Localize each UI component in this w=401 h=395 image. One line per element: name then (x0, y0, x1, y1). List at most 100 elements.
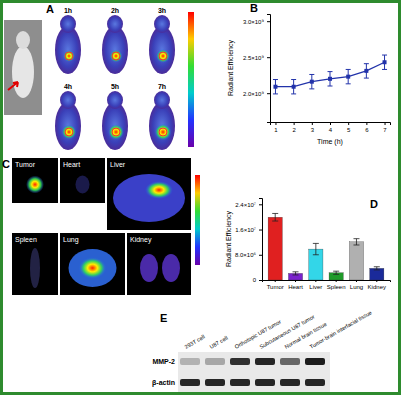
mouse-image: 3h (139, 4, 185, 78)
error-bar (293, 272, 299, 275)
organ-image: Kidney (127, 233, 191, 295)
panel-e: 293T cellU87 cellOrthotopic U87 tumorSub… (152, 309, 373, 392)
band (180, 379, 200, 386)
tick-label: Heart (288, 284, 303, 290)
mouse-photo-head (16, 31, 30, 49)
panel-label: D (370, 198, 378, 210)
tick-mark (267, 93, 270, 94)
image-bg (12, 233, 58, 295)
tick-label: 2.5×10⁹ (243, 55, 265, 61)
image-bg (139, 4, 185, 78)
timepoint-label: 3h (158, 7, 166, 14)
tick-label: Lung (350, 284, 363, 290)
organ (140, 254, 158, 282)
tick: 2.5×10⁹ (243, 55, 270, 61)
panel-b: 12345672.0×10⁹2.5×10⁹3.0×10⁹Time (h)Radi… (227, 15, 391, 147)
mouse-body (55, 102, 81, 150)
tumor-signal (155, 124, 172, 141)
organ-image: Spleen (12, 233, 58, 295)
timepoint-label: 7h (158, 83, 166, 90)
image-bg (92, 80, 138, 154)
tick-mark (376, 280, 377, 282)
color-bar (195, 175, 200, 265)
tick-label: Kidney (368, 284, 386, 290)
data-point (292, 85, 296, 89)
roi (112, 128, 120, 136)
error-bar (382, 55, 387, 69)
axis-line (271, 123, 391, 126)
roi (112, 52, 120, 60)
error-bar (346, 69, 351, 83)
organ (113, 174, 185, 222)
mouse-body (102, 102, 128, 150)
tick: 1.6×10⁷ (235, 227, 262, 233)
plot-area (273, 55, 387, 94)
error-bar (328, 72, 333, 86)
mouse-image: 1h (45, 4, 91, 78)
mouse-head (60, 15, 76, 33)
mouse-head (107, 15, 123, 33)
data-point (364, 69, 368, 73)
organ-label: Lung (63, 236, 79, 244)
tick-mark (336, 280, 337, 282)
error-bar (364, 64, 369, 78)
mouse-photo (12, 46, 34, 98)
color-bar (188, 12, 194, 147)
panel-c: TumorHeartLiverSpleenLungKidney (12, 158, 200, 295)
band (280, 358, 300, 365)
tick-label: 3 (311, 127, 315, 133)
tick-mark (259, 280, 262, 281)
tick-label: 6 (365, 127, 369, 133)
tick: 8.0×10⁶ (235, 252, 262, 258)
organ-image: Lung (60, 233, 125, 295)
tick: 0 (253, 277, 262, 283)
lane-label: Tumor-brain interfacial tissue (309, 309, 373, 350)
lane-label: U87 cell (209, 335, 229, 350)
band (305, 358, 325, 365)
tumor-signal (108, 124, 124, 140)
error-bar (272, 213, 278, 221)
organ-image: Liver (107, 158, 191, 230)
data-point (328, 77, 332, 81)
data-point (383, 60, 387, 64)
roi (65, 52, 73, 60)
tick-mark (312, 122, 313, 125)
mouse-body (55, 26, 81, 74)
organ (26, 176, 44, 194)
data-line (275, 62, 384, 86)
error-bar (333, 271, 339, 274)
photo (4, 20, 42, 115)
mouse-head (154, 15, 170, 33)
mouse-image: 2h (92, 4, 138, 78)
tumor-signal (110, 50, 123, 63)
tick-label: 1 (274, 127, 278, 133)
plot-area (268, 213, 384, 280)
tick-mark (294, 122, 295, 125)
error-bar (313, 243, 319, 254)
mouse-image: 4h (45, 80, 91, 154)
organ (30, 248, 40, 288)
tick: 6 (365, 122, 369, 133)
tick-mark (330, 122, 331, 125)
band (230, 379, 250, 386)
y-axis-title: Radiant Efficiency (225, 211, 233, 267)
axis: 2.0×10⁹2.5×10⁹3.0×10⁹ (243, 15, 271, 123)
error-bar (273, 80, 278, 94)
tick: Lung (350, 280, 363, 290)
tick-label: Tumor (267, 284, 284, 290)
tick: 1 (274, 122, 278, 133)
tick-mark (366, 122, 367, 125)
organ-signal (145, 181, 173, 199)
tick-mark (259, 255, 262, 256)
blot-bg (178, 352, 330, 392)
roi (65, 128, 73, 136)
tick: 3.0×10⁹ (243, 19, 270, 25)
tick-mark (275, 122, 276, 125)
image-bg (127, 233, 191, 295)
image-bg (60, 233, 125, 295)
data-point (346, 75, 350, 79)
panel-a: 1h2h3h4h5h7h (4, 4, 194, 154)
tick: Liver (309, 280, 322, 290)
figure: 1h2h3h4h5h7hATumorHeartLiverSpleenLungKi… (0, 0, 401, 395)
organ-label: Liver (110, 161, 126, 168)
